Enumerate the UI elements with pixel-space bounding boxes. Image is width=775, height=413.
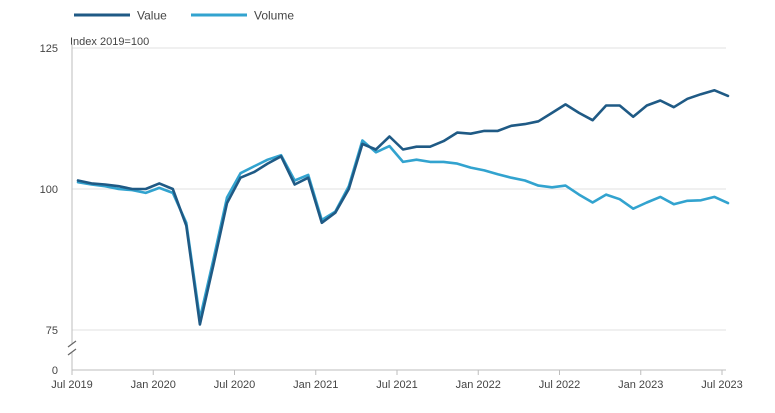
y-tick-label: 75	[46, 325, 58, 337]
legend-item-volume: Volume	[191, 9, 294, 23]
series-lines	[76, 89, 730, 326]
axes	[67, 44, 726, 375]
x-tick-label: Jul 2023	[701, 379, 743, 391]
gridlines	[72, 47, 726, 331]
legend-label: Volume	[254, 9, 294, 23]
x-tick-label: Jan 2021	[293, 379, 338, 391]
series-line-volume	[76, 139, 730, 321]
y-tick-label: 125	[40, 43, 58, 55]
x-tick-label: Jul 2019	[51, 379, 93, 391]
legend-label: Value	[137, 9, 167, 23]
legend-item-value: Value	[74, 9, 167, 23]
y-tick-label: 0	[52, 365, 58, 377]
axis-break-mark	[67, 340, 77, 348]
tick-labels: 125 100 75 0 Jul 2019 Jan 2020 Jul 2020 Jan 202…	[40, 43, 743, 391]
x-tick-label: Jul 2022	[539, 379, 581, 391]
y-tick-label: 100	[40, 184, 58, 196]
x-tick-label: Jan 2023	[618, 379, 663, 391]
series-line-value	[76, 89, 730, 326]
x-tick-label: Jan 2020	[131, 379, 176, 391]
x-tick-label: Jul 2021	[376, 379, 418, 391]
y-axis-unit-label: Index 2019=100	[70, 36, 149, 48]
x-tick-label: Jan 2022	[456, 379, 501, 391]
legend: Value Volume	[74, 9, 294, 23]
x-tick-label: Jul 2020	[214, 379, 256, 391]
axis-break-mark	[67, 348, 77, 356]
